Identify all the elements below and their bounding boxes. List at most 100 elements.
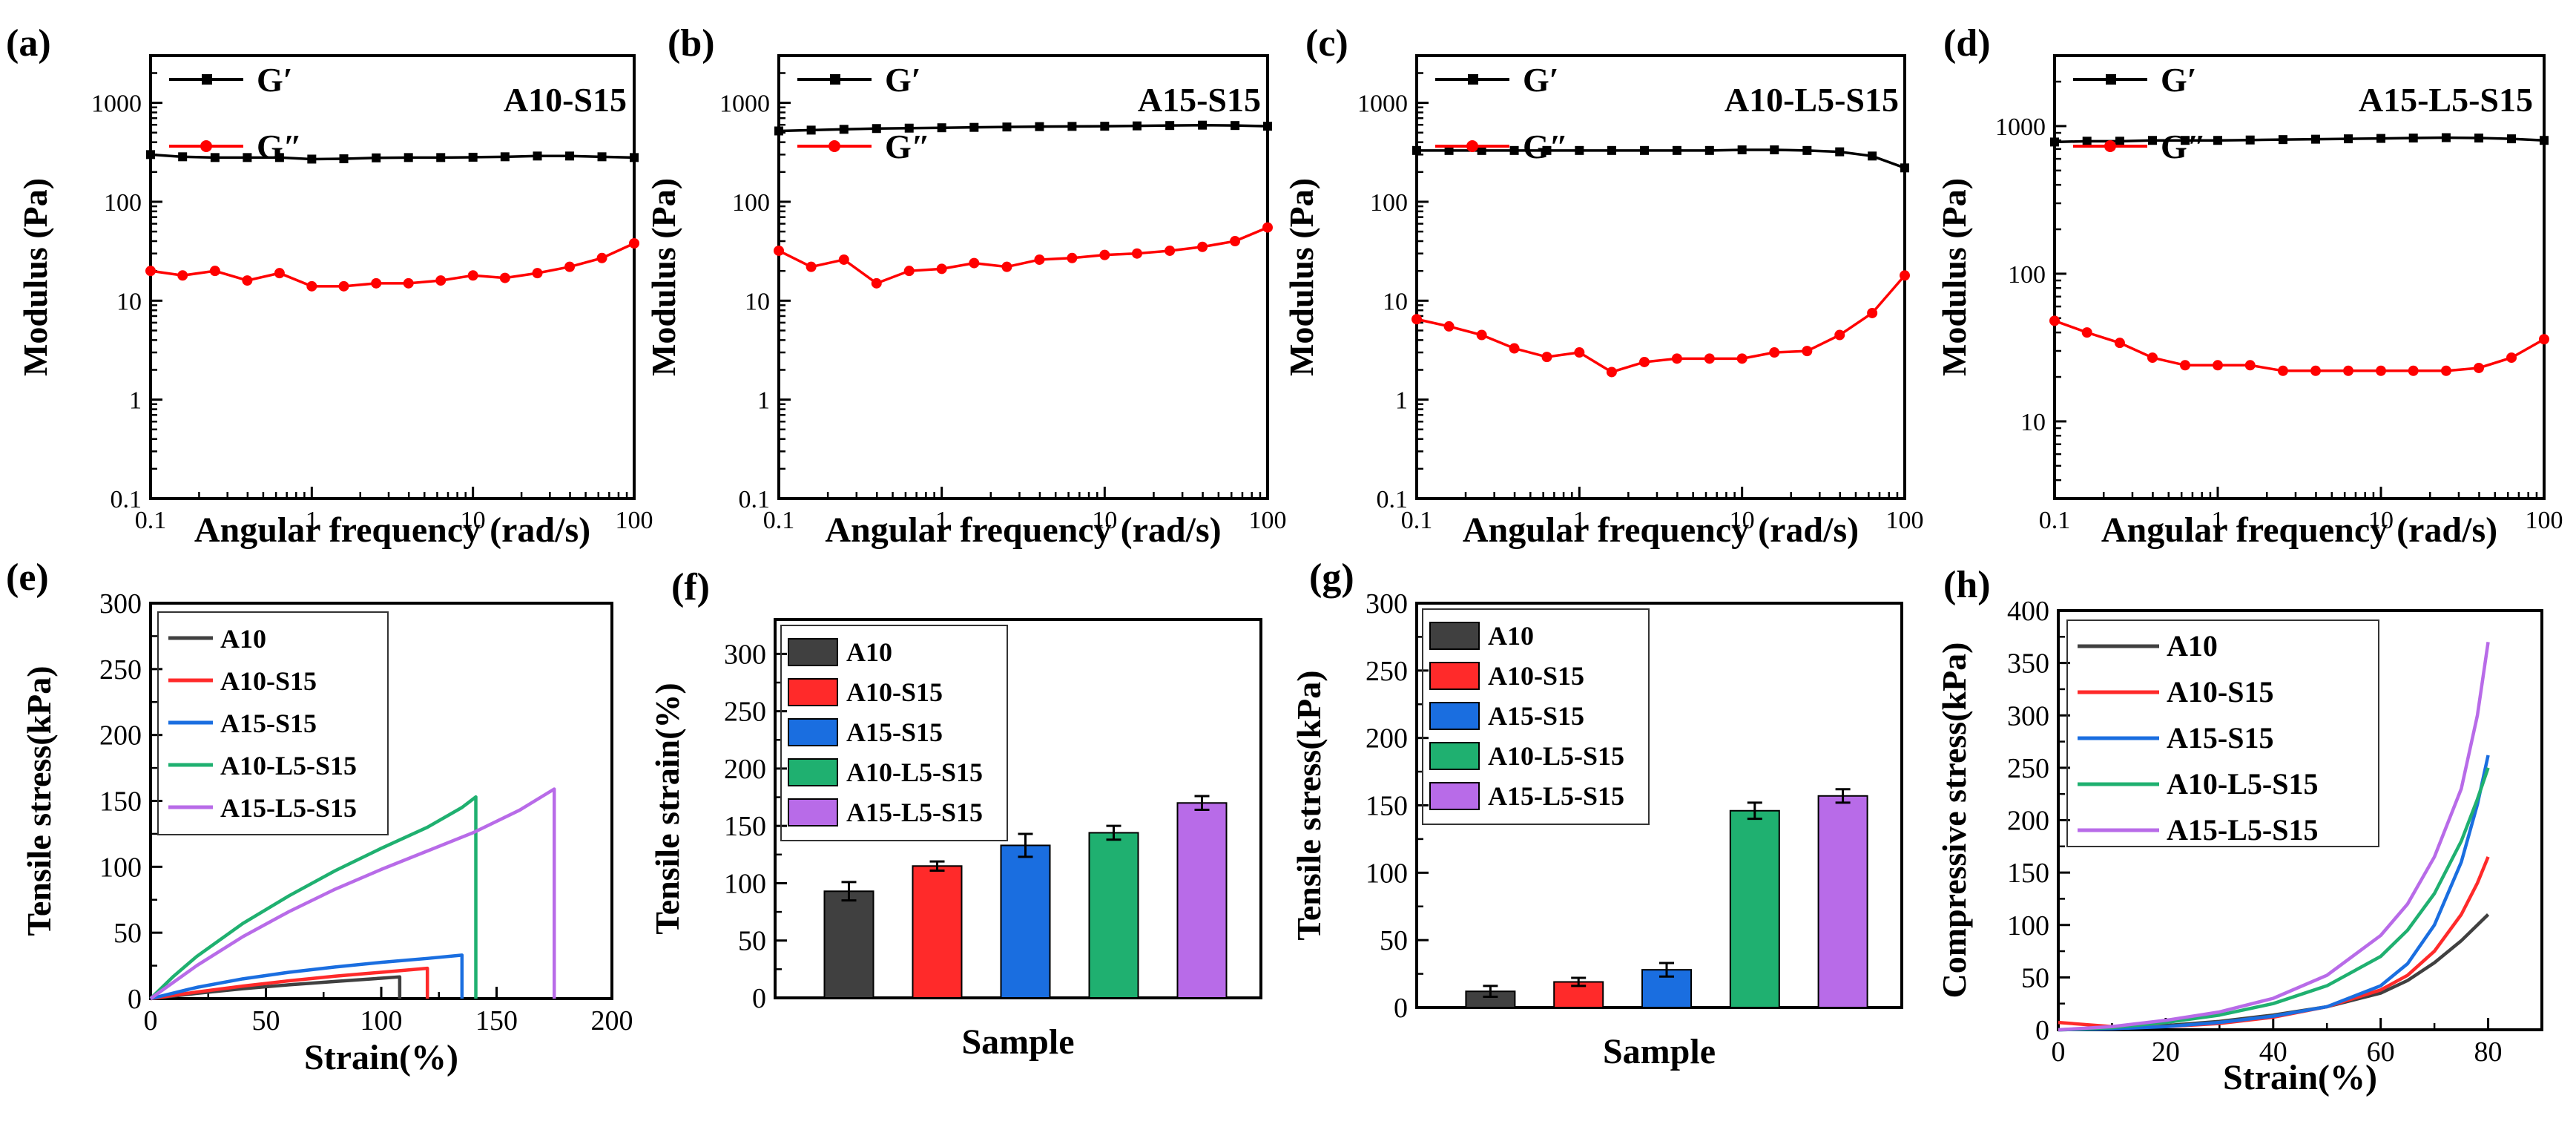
y-tick-label-h: 300 — [2007, 700, 2049, 732]
x-tick-label-c: 100 — [1886, 507, 1924, 534]
data-point-d-gprime — [2050, 137, 2059, 147]
x-tick-label-a: 100 — [616, 507, 653, 534]
data-point-b-gprime — [904, 123, 914, 133]
data-point-b-gprime — [806, 125, 816, 135]
data-point-b-gdoubleprime — [806, 261, 817, 272]
data-point-b-gdoubleprime — [774, 245, 784, 256]
data-point-d-gdoubleprime — [2473, 362, 2484, 373]
data-point-c-gprime — [1575, 145, 1584, 155]
data-point-a-gdoubleprime — [596, 252, 607, 263]
x-tick-label-b: 100 — [1249, 507, 1287, 534]
data-point-a-gdoubleprime — [532, 268, 543, 279]
data-point-c-gdoubleprime — [1704, 353, 1715, 364]
y-axis-label-d: Modulus (Pa) — [1935, 178, 1973, 376]
series-line-e-A15-S15 — [150, 953, 464, 1001]
legend-label-c: G″ — [1523, 128, 1568, 165]
data-point-d-gprime — [2540, 136, 2549, 145]
plot-frame-a — [149, 54, 636, 500]
legend-swatch-g — [1429, 742, 1480, 770]
data-point-c-gprime — [1509, 145, 1519, 155]
series-line-d-0 — [2054, 136, 2545, 144]
data-point-d-gprime — [2213, 136, 2222, 145]
series-line-e-A15-L5-S15 — [149, 787, 556, 1000]
data-point-b-gprime — [1002, 122, 1012, 132]
legend-swatch-f — [788, 798, 838, 826]
legend-label-c: G′ — [1523, 61, 1559, 99]
x-tick-label-h: 0 — [2052, 1036, 2066, 1068]
legend-label-b: G″ — [885, 128, 930, 165]
data-point-b-gprime — [937, 123, 946, 133]
x-tick-label-d: 0.1 — [2039, 507, 2071, 534]
panel-label-c: (c) — [1305, 22, 1348, 65]
legend-swatch-f — [788, 758, 838, 786]
legend-label-f: A15-L5-S15 — [846, 798, 983, 827]
legend-label-h: A15-S15 — [2167, 721, 2273, 755]
y-tick-label-f: 150 — [724, 811, 766, 842]
legend-label-f: A10 — [846, 637, 892, 667]
data-point-a-gdoubleprime — [371, 277, 382, 289]
y-tick-label-c: 100 — [1370, 189, 1408, 217]
data-point-a-gprime — [274, 153, 284, 162]
data-point-c-gdoubleprime — [1736, 353, 1747, 364]
y-tick-label-b: 1 — [757, 387, 770, 415]
legend-label-f: A10-S15 — [846, 677, 943, 707]
data-point-a-gprime — [597, 152, 607, 162]
y-tick-label-h: 100 — [2007, 910, 2049, 941]
x-tick-label-b: 1 — [935, 507, 948, 534]
data-point-c-gdoubleprime — [1671, 353, 1682, 364]
data-point-c-gprime — [1802, 145, 1812, 155]
legend-swatch-g — [1429, 782, 1480, 810]
x-tick-label-d: 1 — [2212, 507, 2224, 534]
x-tick-label-d: 100 — [2526, 507, 2563, 534]
data-point-a-gdoubleprime — [209, 266, 220, 277]
data-point-d-gprime — [2082, 137, 2092, 146]
legend-label-h: A15-L5-S15 — [2167, 813, 2318, 847]
data-point-c-gprime — [1542, 145, 1552, 155]
legend-label-e: A15-S15 — [220, 709, 317, 738]
data-point-a-gprime — [468, 152, 478, 162]
y-tick-label-b: 10 — [745, 288, 770, 315]
y-tick-label-h: 200 — [2007, 806, 2049, 837]
data-point-a-gdoubleprime — [306, 280, 317, 292]
data-point-c-gdoubleprime — [1574, 347, 1585, 358]
data-point-a-gdoubleprime — [564, 261, 576, 272]
data-point-b-gdoubleprime — [1099, 249, 1110, 260]
panel-c: (c) 0.1 1 10 100 0.1 1 10 100 1000 Modulus (Pa) Ang… — [1282, 22, 1924, 550]
y-tick-label-b: 0.1 — [739, 486, 771, 513]
data-point-c-gprime — [1770, 145, 1779, 154]
y-tick-label-e: 150 — [99, 786, 142, 818]
data-point-b-gprime — [774, 126, 783, 136]
data-point-a-gprime — [178, 152, 188, 162]
data-point-d-gdoubleprime — [2310, 365, 2321, 376]
legend-marker-a — [200, 140, 212, 152]
data-point-d-gprime — [2115, 137, 2124, 146]
panel-f: (f) 0 50 100 150 200 250 300 Tensile strain(%) Sa… — [648, 566, 1262, 1062]
panel-title-d: A15-L5-S15 — [2359, 81, 2533, 119]
legend-label-g: A10-L5-S15 — [1488, 741, 1624, 771]
data-point-a-gprime — [436, 153, 446, 162]
data-point-b-gdoubleprime — [1262, 222, 1273, 233]
data-point-b-gprime — [969, 122, 979, 132]
series-line-d-1 — [2054, 319, 2545, 372]
x-axis-label-a: Angular frequency (rad/s) — [194, 510, 590, 550]
y-tick-label-h: 150 — [2007, 858, 2049, 889]
y-axis-label-b: Modulus (Pa) — [645, 178, 682, 376]
legend-swatch-f — [788, 638, 838, 666]
series-line-a-0 — [150, 153, 635, 161]
y-tick-label-f: 100 — [724, 868, 766, 899]
plot-frame-c — [1415, 54, 1906, 500]
bar-f-A10-S15 — [912, 865, 963, 999]
data-point-d-gprime — [2310, 134, 2320, 144]
x-axis-label-g: Sample — [1603, 1032, 1716, 1071]
data-point-a-gprime — [210, 153, 220, 162]
legend-label-h: A10-S15 — [2167, 675, 2273, 709]
x-tick-label-a: 10 — [461, 507, 486, 534]
x-tick-label-b: 10 — [1092, 507, 1117, 534]
legend-label-a: G′ — [257, 61, 293, 99]
x-tick-label-c: 1 — [1573, 507, 1586, 534]
panel-label-f: (f) — [671, 566, 710, 608]
series-line-c-1 — [1416, 275, 1906, 374]
panel-a: (a) 0.1 1 10 100 0.1 1 10 100 1000 Modulus (Pa) Ang… — [6, 22, 653, 550]
legend-marker-d — [2106, 74, 2116, 85]
data-point-b-gdoubleprime — [1001, 261, 1012, 272]
